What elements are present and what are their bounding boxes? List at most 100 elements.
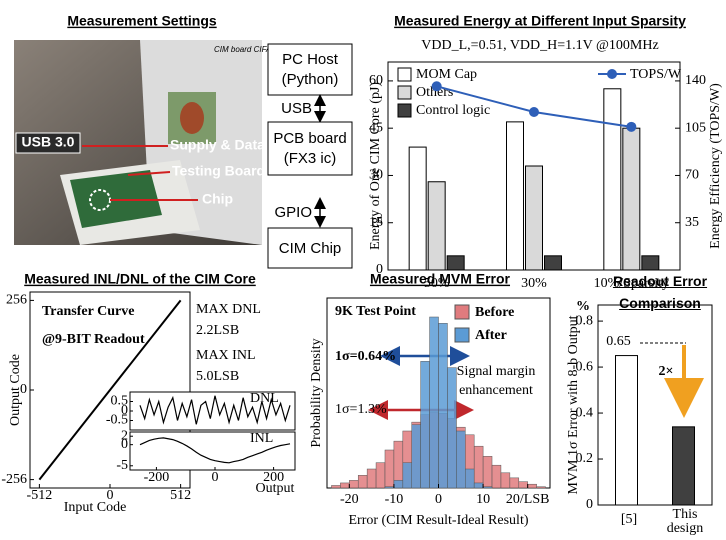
y-tick-label: 45 <box>369 120 383 135</box>
annotation: 2× <box>659 364 674 379</box>
hist-bar <box>331 485 341 489</box>
y2-axis-label: Energy Efficiency (TOPS/W) <box>708 83 723 249</box>
y-tick-label: 0.8 <box>576 313 594 328</box>
stat: MAX DNL <box>196 302 261 317</box>
x-tick-label: [5] <box>621 512 637 527</box>
legend-swatch <box>397 85 412 100</box>
y-tick-label: 15 <box>369 215 383 230</box>
plot-frame <box>597 304 713 506</box>
hist-bar <box>411 424 421 489</box>
hist-bar <box>393 480 404 489</box>
legend-label: Control logic <box>416 103 490 118</box>
hist-bar <box>357 475 368 489</box>
block-text: (Python) <box>282 71 339 88</box>
annotation: @9-BIT Readout <box>42 332 145 347</box>
screen-text: CIM board CIFAR10 demo <box>214 45 309 54</box>
inset-y-tick-label: 0 <box>121 437 128 452</box>
annotation: Signal margin <box>457 364 536 379</box>
hist-bar <box>340 482 350 489</box>
x-tick-label: 50% <box>424 276 450 291</box>
hist-bar <box>429 316 439 489</box>
y-tick-label: 0.6 <box>576 359 594 374</box>
bar <box>446 255 465 271</box>
hist-bar <box>482 486 493 489</box>
hist-bar <box>536 486 546 489</box>
unit-label: % <box>576 299 590 314</box>
x-tick-label: 0 <box>107 488 114 503</box>
block-text: PCB board <box>273 130 346 147</box>
block <box>267 227 353 269</box>
hist-bar <box>482 456 493 489</box>
y-axis-label: MVM 1σ Error with 8-b Output <box>566 315 581 494</box>
legend-swatch <box>397 67 412 82</box>
hist-bar <box>500 472 511 489</box>
annotation: enhancement <box>459 383 533 398</box>
photo-label: USB 3.0 <box>22 134 75 150</box>
line-marker <box>431 81 442 92</box>
chart-subtitle: VDD_L,=0.51, VDD_H=1.1V @100MHz <box>421 38 658 53</box>
y-tick-label: 256 <box>6 293 27 308</box>
inset-y-tick-label: -0.5 <box>106 413 128 428</box>
block-text: PC Host <box>282 51 339 68</box>
y-tick-label: 0.4 <box>576 405 594 420</box>
inset-x-tick-label: -200 <box>144 470 170 485</box>
hist-bar <box>473 445 484 489</box>
y-tick-label: 0 <box>20 382 27 397</box>
x-tick-label: 0 <box>435 492 442 507</box>
hist-bar <box>349 480 359 489</box>
hist-bar <box>518 481 528 489</box>
data-label: 0.65 <box>606 334 631 349</box>
y-axis-label: Probability Density <box>309 338 324 447</box>
hist-bar <box>491 464 502 489</box>
photo-label: Chip <box>202 191 233 207</box>
x-tick-label: 512 <box>170 488 191 503</box>
hist-bar <box>366 468 377 489</box>
inset-x-tick-label: 200 <box>263 470 284 485</box>
hist-bar <box>420 361 430 489</box>
y-tick-label: -256 <box>1 472 27 487</box>
link-label: GPIO <box>274 204 312 221</box>
y-tick-label: 0 <box>586 497 593 512</box>
annotation: 1σ=0.64% <box>335 349 396 364</box>
chart-title: Measured Energy at Different Input Spars… <box>394 13 686 29</box>
hist-bar <box>384 486 395 489</box>
bar <box>641 255 660 271</box>
chart-title: Readout Error Comparison <box>612 273 708 311</box>
legend-marker <box>607 69 617 79</box>
x-axis-label: Error (CIM Result-Ideal Result) <box>348 513 528 528</box>
y2-tick-label: 35 <box>685 215 699 230</box>
legend-swatch <box>397 103 412 118</box>
photo-label: Testing Board <box>172 163 265 179</box>
y-axis-label: Energy of One CIM Core (pJ) <box>368 82 383 250</box>
hist-bar <box>375 462 386 489</box>
hist-bar <box>402 462 412 489</box>
legend-label: After <box>475 328 507 343</box>
hist-bar <box>456 430 466 489</box>
bar <box>615 355 638 506</box>
legend-swatch <box>454 304 470 320</box>
y-tick-label: 0.2 <box>576 451 594 466</box>
y-tick-label: 30 <box>369 168 383 183</box>
y2-tick-label: 70 <box>685 168 699 183</box>
inset-x-tick-label: 0 <box>212 470 219 485</box>
y2-tick-label: 105 <box>685 120 706 135</box>
inset-label: DNL <box>250 391 279 406</box>
x-tick-label: 20/LSB <box>506 492 550 507</box>
hist-bar <box>465 468 475 489</box>
inset-label: INL <box>250 431 273 446</box>
stat: MAX INL <box>196 348 256 363</box>
hist-bar <box>509 477 520 489</box>
hist-bar <box>473 482 484 489</box>
inset-y-tick-label: 2 <box>121 428 128 443</box>
y-tick-label: 60 <box>369 73 383 88</box>
annotation: 1σ=1.3% <box>335 402 387 417</box>
inset-y-tick-label: -5 <box>116 458 128 473</box>
inset-y-tick-label: 0 <box>121 403 128 418</box>
inset-line <box>139 437 291 464</box>
annotation: 9K Test Point <box>335 304 416 319</box>
photo-label: Supply & Data <box>170 137 265 153</box>
transfer-curve <box>38 299 182 481</box>
category-label: This design <box>666 507 704 536</box>
